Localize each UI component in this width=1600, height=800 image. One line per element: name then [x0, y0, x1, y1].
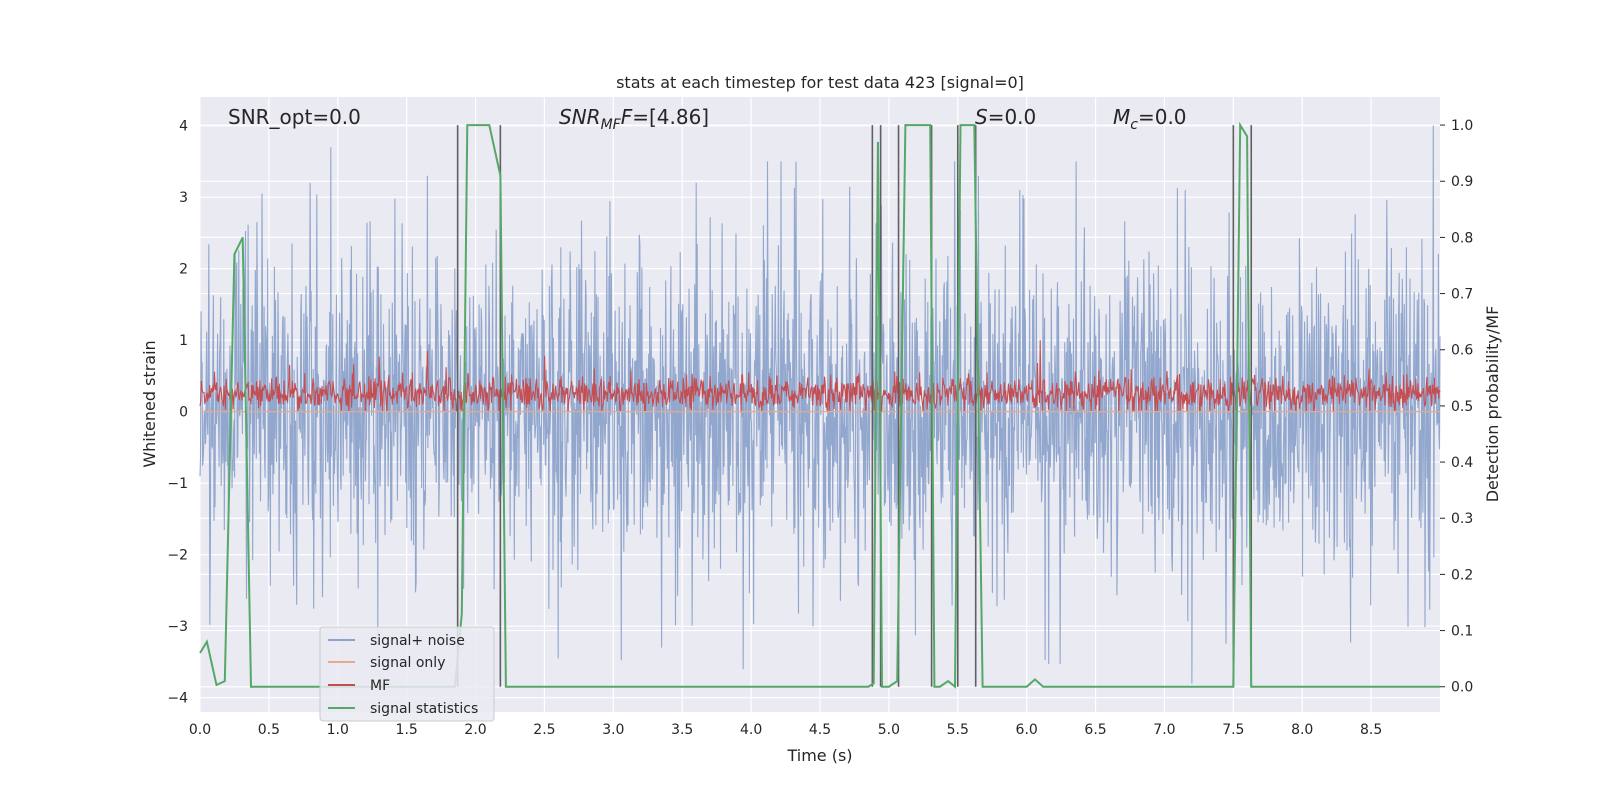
y-tick-label: −4 [167, 691, 188, 707]
annotation-snr-mf-f: F [621, 105, 633, 129]
x-tick-label: 7.0 [1153, 722, 1175, 738]
x-tick-label: 3.5 [671, 722, 693, 738]
legend-label-mf: MF [370, 678, 390, 694]
x-tick-label: 5.5 [947, 722, 969, 738]
annotation-snr-mf-main: SNR [559, 105, 601, 129]
x-axis-label: Time (s) [786, 746, 852, 765]
x-tick-label: 2.0 [464, 722, 486, 738]
y-tick-label: −2 [167, 548, 188, 564]
y-tick-label: 4 [179, 119, 188, 135]
annotation-snr-mf-value: =[4.86] [632, 105, 709, 129]
x-tick-label: 6.0 [1016, 722, 1038, 738]
y2-axis-ticks: 0.0 0.1 0.2 0.3 0.4 0.5 0.6 0.7 0.8 0.9 1.0 [1440, 118, 1473, 696]
y2-axis-label: Detection probability/MF [1483, 306, 1502, 503]
x-tick-label: 1.0 [327, 722, 349, 738]
y-tick-label: 1 [179, 333, 188, 349]
annotation-mc-value: =0.0 [1138, 105, 1187, 129]
legend-label-stats: signal statistics [370, 701, 478, 717]
x-tick-label: 4.0 [740, 722, 762, 738]
y2-tick-label: 0.8 [1451, 230, 1473, 246]
x-tick-label: 2.5 [533, 722, 555, 738]
annotation-mc-sub: c [1130, 117, 1138, 133]
x-tick-label: 6.5 [1084, 722, 1106, 738]
y2-tick-label: 0.0 [1451, 680, 1473, 696]
annotation-snr-mf-sub: MF [601, 117, 622, 133]
y-axis-label: Whitened strain [140, 340, 159, 467]
x-tick-label: 3.0 [602, 722, 624, 738]
y2-tick-label: 0.5 [1451, 399, 1473, 415]
x-axis-ticks: 0.0 0.5 1.0 1.5 2.0 2.5 3.0 3.5 4.0 4.5 5.0 5.5 6.0 6… [189, 722, 1382, 738]
chart-title: stats at each timestep for test data 423… [616, 73, 1024, 92]
x-tick-label: 8.0 [1291, 722, 1313, 738]
annotation-mc: Mc=0.0 [1113, 105, 1187, 133]
x-tick-label: 1.5 [396, 722, 418, 738]
y-tick-label: −1 [167, 476, 188, 492]
legend: signal+ noise signal only MF signal stat… [319, 626, 495, 722]
y2-tick-label: 0.9 [1451, 174, 1473, 190]
series-signal-statistics [199, 121, 1440, 689]
x-tick-label: 7.5 [1222, 722, 1244, 738]
y2-tick-label: 0.3 [1451, 511, 1473, 527]
y2-tick-label: 0.6 [1451, 343, 1473, 359]
x-tick-label: 0.0 [189, 722, 211, 738]
annotation-snr-mf: SNRMFF=[4.86] [559, 105, 709, 133]
y-axis-ticks: −4 −3 −2 −1 0 1 2 3 4 [167, 119, 188, 707]
legend-label-signal-only: signal only [370, 655, 445, 671]
annotation-mc-main: M [1113, 105, 1130, 129]
x-tick-label: 8.5 [1360, 722, 1382, 738]
y2-tick-label: 0.2 [1451, 567, 1473, 583]
y2-tick-label: 0.7 [1451, 287, 1473, 303]
y2-tick-label: 1.0 [1451, 118, 1473, 134]
y-tick-label: 3 [179, 190, 188, 206]
legend-label-noise: signal+ noise [370, 633, 465, 649]
annotation-s-main: S [975, 105, 988, 129]
x-tick-label: 0.5 [258, 722, 280, 738]
legend-frame [319, 626, 495, 722]
y-tick-label: −3 [167, 619, 188, 635]
y-tick-label: 2 [179, 262, 188, 278]
y2-tick-label: 0.1 [1451, 624, 1473, 640]
signal-statistics-line [199, 121, 1440, 689]
y-tick-label: 0 [179, 405, 188, 421]
x-tick-label: 5.0 [878, 722, 900, 738]
y2-tick-label: 0.4 [1451, 455, 1473, 471]
annotation-snr-opt: SNR_opt=0.0 [228, 105, 361, 129]
annotation-s-value: =0.0 [988, 105, 1037, 129]
annotation-s: S=0.0 [975, 105, 1036, 129]
x-tick-label: 4.5 [809, 722, 831, 738]
